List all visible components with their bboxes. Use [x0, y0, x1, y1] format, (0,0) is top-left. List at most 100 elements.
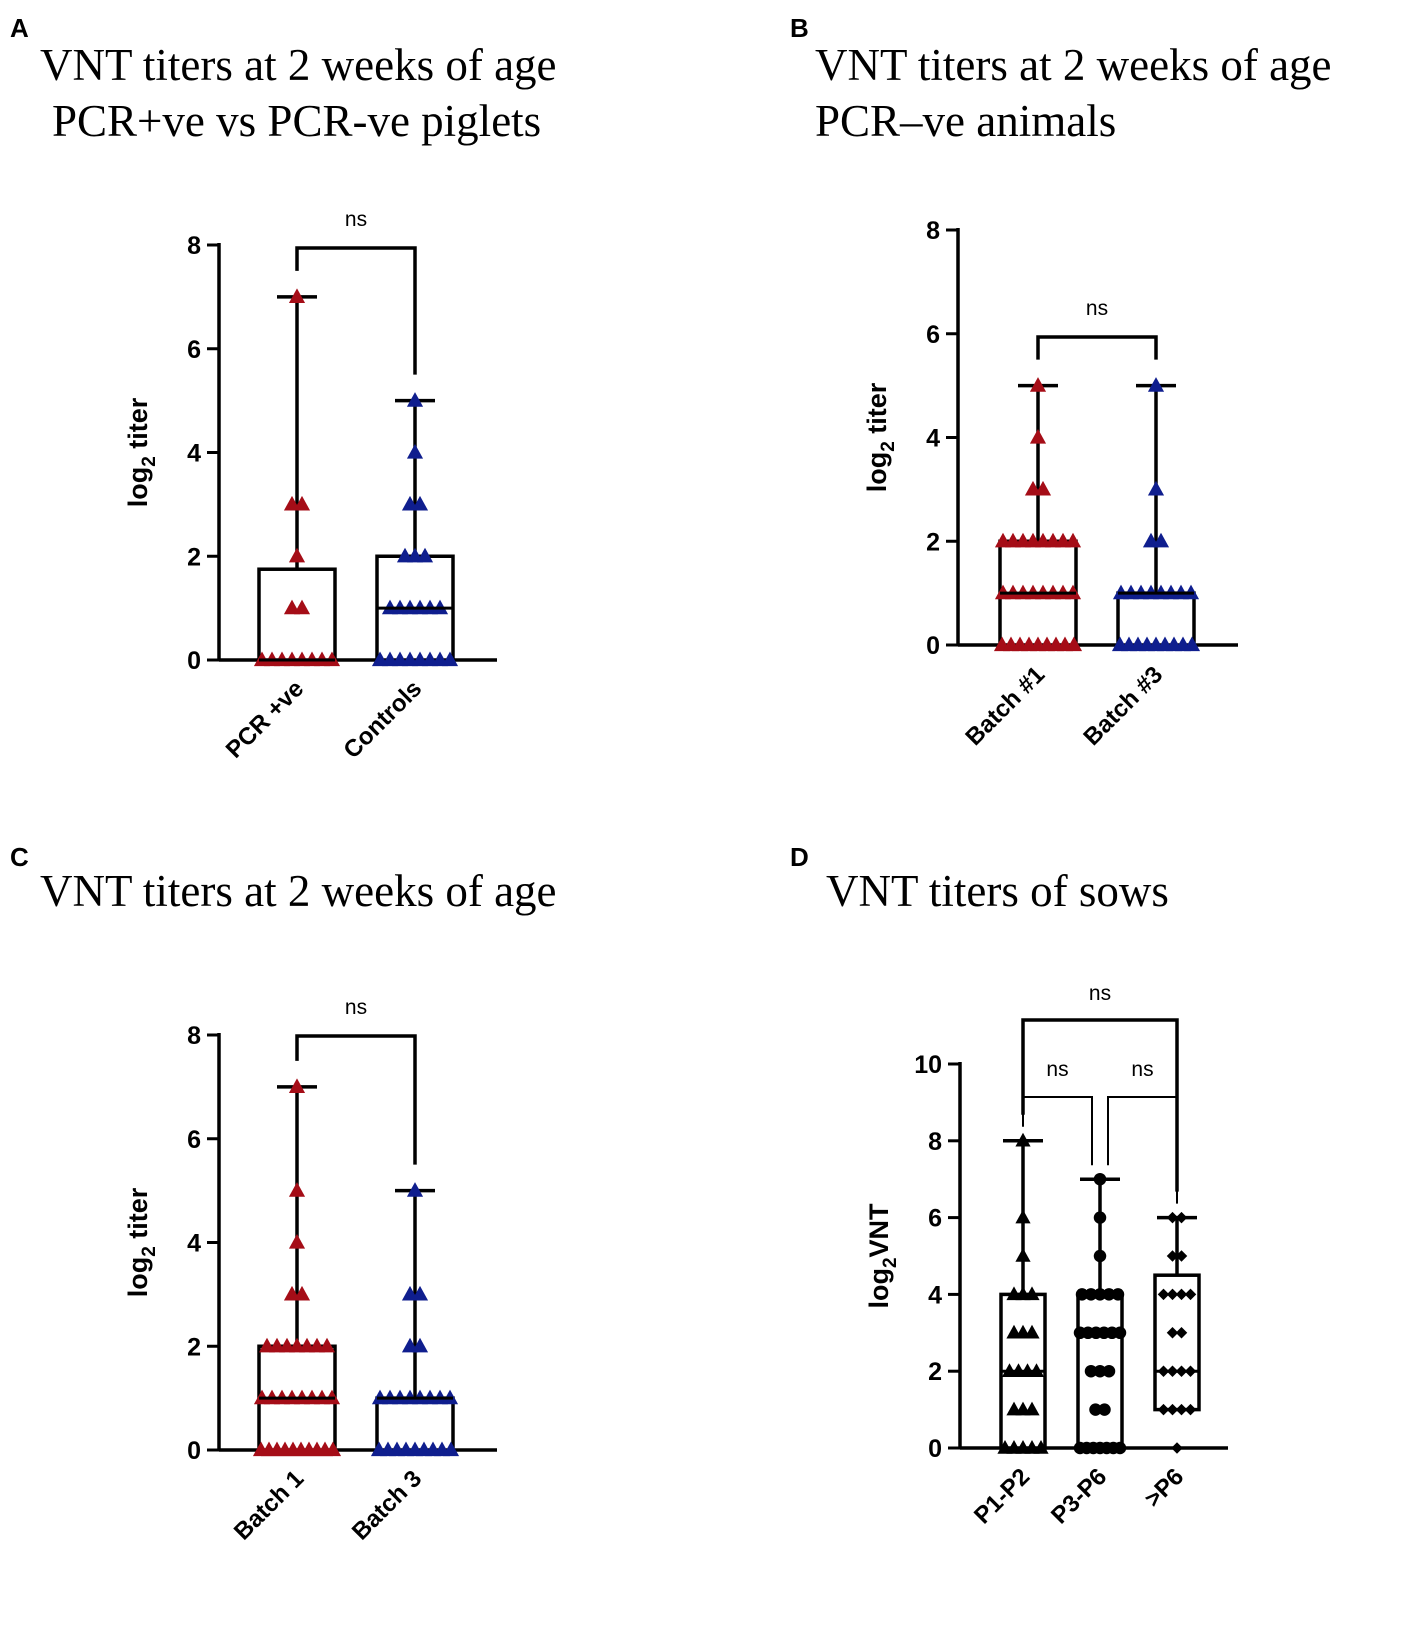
data-point: [1157, 1403, 1170, 1416]
data-point: [441, 651, 459, 667]
series-0: PCR +ve: [221, 288, 341, 764]
data-point: [406, 392, 424, 407]
data-point: [1084, 1364, 1098, 1378]
data-point: [1166, 1403, 1179, 1416]
data-point: [1034, 480, 1052, 496]
significance-label: ns: [1089, 982, 1111, 1005]
data-point: [1184, 1288, 1197, 1301]
y-tick-label: 0: [928, 1435, 942, 1463]
series-1: Controls: [338, 392, 459, 764]
y-axis-label-rest: titer: [123, 1187, 153, 1246]
data-point: [1089, 1403, 1102, 1416]
data-point: [411, 1337, 429, 1353]
data-point: [1093, 1288, 1107, 1301]
significance-bracket: ns: [1021, 982, 1179, 1192]
panel-a: A VNT titers at 2 weeks of age PCR+ve vs P…: [10, 13, 557, 764]
y-tick-label: 8: [187, 1022, 201, 1050]
data-point: [318, 1337, 336, 1353]
chart-title-line: VNT titers at 2 weeks of age: [40, 866, 557, 916]
chart-title-line: PCR+ve vs PCR-ve piglets: [52, 96, 541, 146]
box: [257, 567, 337, 662]
y-tick-label: 4: [928, 1281, 942, 1309]
series-1: P3-P6: [1046, 1172, 1127, 1529]
y-tick-label: 6: [928, 1205, 942, 1233]
data-point: [324, 1441, 342, 1457]
data-point: [1171, 1442, 1183, 1454]
y-tick-label: 6: [187, 1126, 201, 1154]
data-point: [1166, 1211, 1179, 1224]
data-point: [1024, 1324, 1040, 1339]
chart-title-line: VNT titers of sows: [826, 866, 1169, 916]
data-point: [1075, 1288, 1089, 1301]
y-tick-label: 2: [187, 543, 201, 571]
category-label: Batch 3: [347, 1465, 427, 1545]
data-point: [293, 599, 311, 615]
data-point: [1084, 1288, 1098, 1301]
data-point: [442, 1441, 460, 1457]
data-point: [1102, 1288, 1116, 1301]
y-tick-label: 6: [926, 321, 940, 349]
bracket-line: [295, 246, 417, 375]
data-point: [1029, 377, 1047, 392]
significance-label: ns: [345, 996, 367, 1019]
data-point: [1093, 1249, 1107, 1263]
data-point: [1111, 1288, 1125, 1301]
data-point: [1093, 1211, 1107, 1224]
significance-bracket: ns: [1022, 1058, 1093, 1166]
series-0: Batch 1: [229, 1078, 342, 1546]
data-point: [1175, 1288, 1188, 1301]
panel-letter: B: [790, 13, 809, 43]
series-1: Batch #3: [1078, 377, 1201, 751]
y-axis-label-main: log: [123, 467, 153, 508]
category-label: PCR +ve: [221, 675, 309, 763]
y-axis-label-rest: VNT: [864, 1203, 894, 1258]
data-point: [1102, 1364, 1116, 1378]
data-point: [293, 1285, 311, 1301]
data-point: [288, 1182, 306, 1197]
data-point: [1093, 1172, 1107, 1186]
y-axis-label: log2 titer: [123, 397, 160, 507]
significance-bracket: ns: [1036, 297, 1158, 360]
data-point: [416, 547, 434, 563]
data-point: [1029, 429, 1047, 444]
data-point: [1015, 1248, 1031, 1262]
significance-bracket: ns: [295, 996, 417, 1165]
data-point: [1024, 1401, 1040, 1416]
data-point: [288, 1078, 306, 1093]
chart-title-line: VNT titers at 2 weeks of age: [40, 40, 557, 90]
data-point: [1024, 1286, 1040, 1301]
y-tick-label: 10: [914, 1051, 942, 1079]
data-point: [1166, 1288, 1179, 1301]
data-point: [1065, 636, 1083, 652]
data-point: [1166, 1327, 1179, 1339]
y-tick-label: 4: [187, 440, 201, 468]
chart-title-line: PCR–ve animals: [815, 96, 1116, 146]
panel-letter: C: [10, 842, 29, 872]
category-label: P1-P2: [969, 1463, 1035, 1529]
y-tick-label: 4: [926, 425, 940, 453]
y-tick-label: 2: [928, 1358, 942, 1386]
data-point: [1166, 1250, 1179, 1262]
y-axis-label-subscript: 2: [880, 1257, 901, 1268]
data-point: [1093, 1364, 1107, 1378]
significance-label: ns: [345, 208, 367, 231]
data-point: [1033, 1440, 1049, 1454]
data-point: [1175, 1211, 1188, 1224]
category-label: Batch 1: [229, 1465, 309, 1545]
series-0: P1-P2: [969, 1132, 1049, 1529]
y-tick-label: 2: [187, 1333, 201, 1361]
data-point: [1098, 1403, 1111, 1416]
data-point: [1147, 480, 1165, 496]
y-axis-label-main: log: [862, 452, 892, 493]
y-axis-label: log2 titer: [862, 382, 899, 492]
y-tick-label: 0: [187, 647, 201, 675]
data-point: [1184, 1403, 1197, 1416]
data-point: [1175, 1327, 1188, 1339]
data-point: [1015, 1132, 1031, 1147]
y-axis-label: log2 titer: [123, 1187, 160, 1297]
category-label: >P6: [1139, 1463, 1189, 1513]
bracket-line: [295, 1034, 417, 1165]
